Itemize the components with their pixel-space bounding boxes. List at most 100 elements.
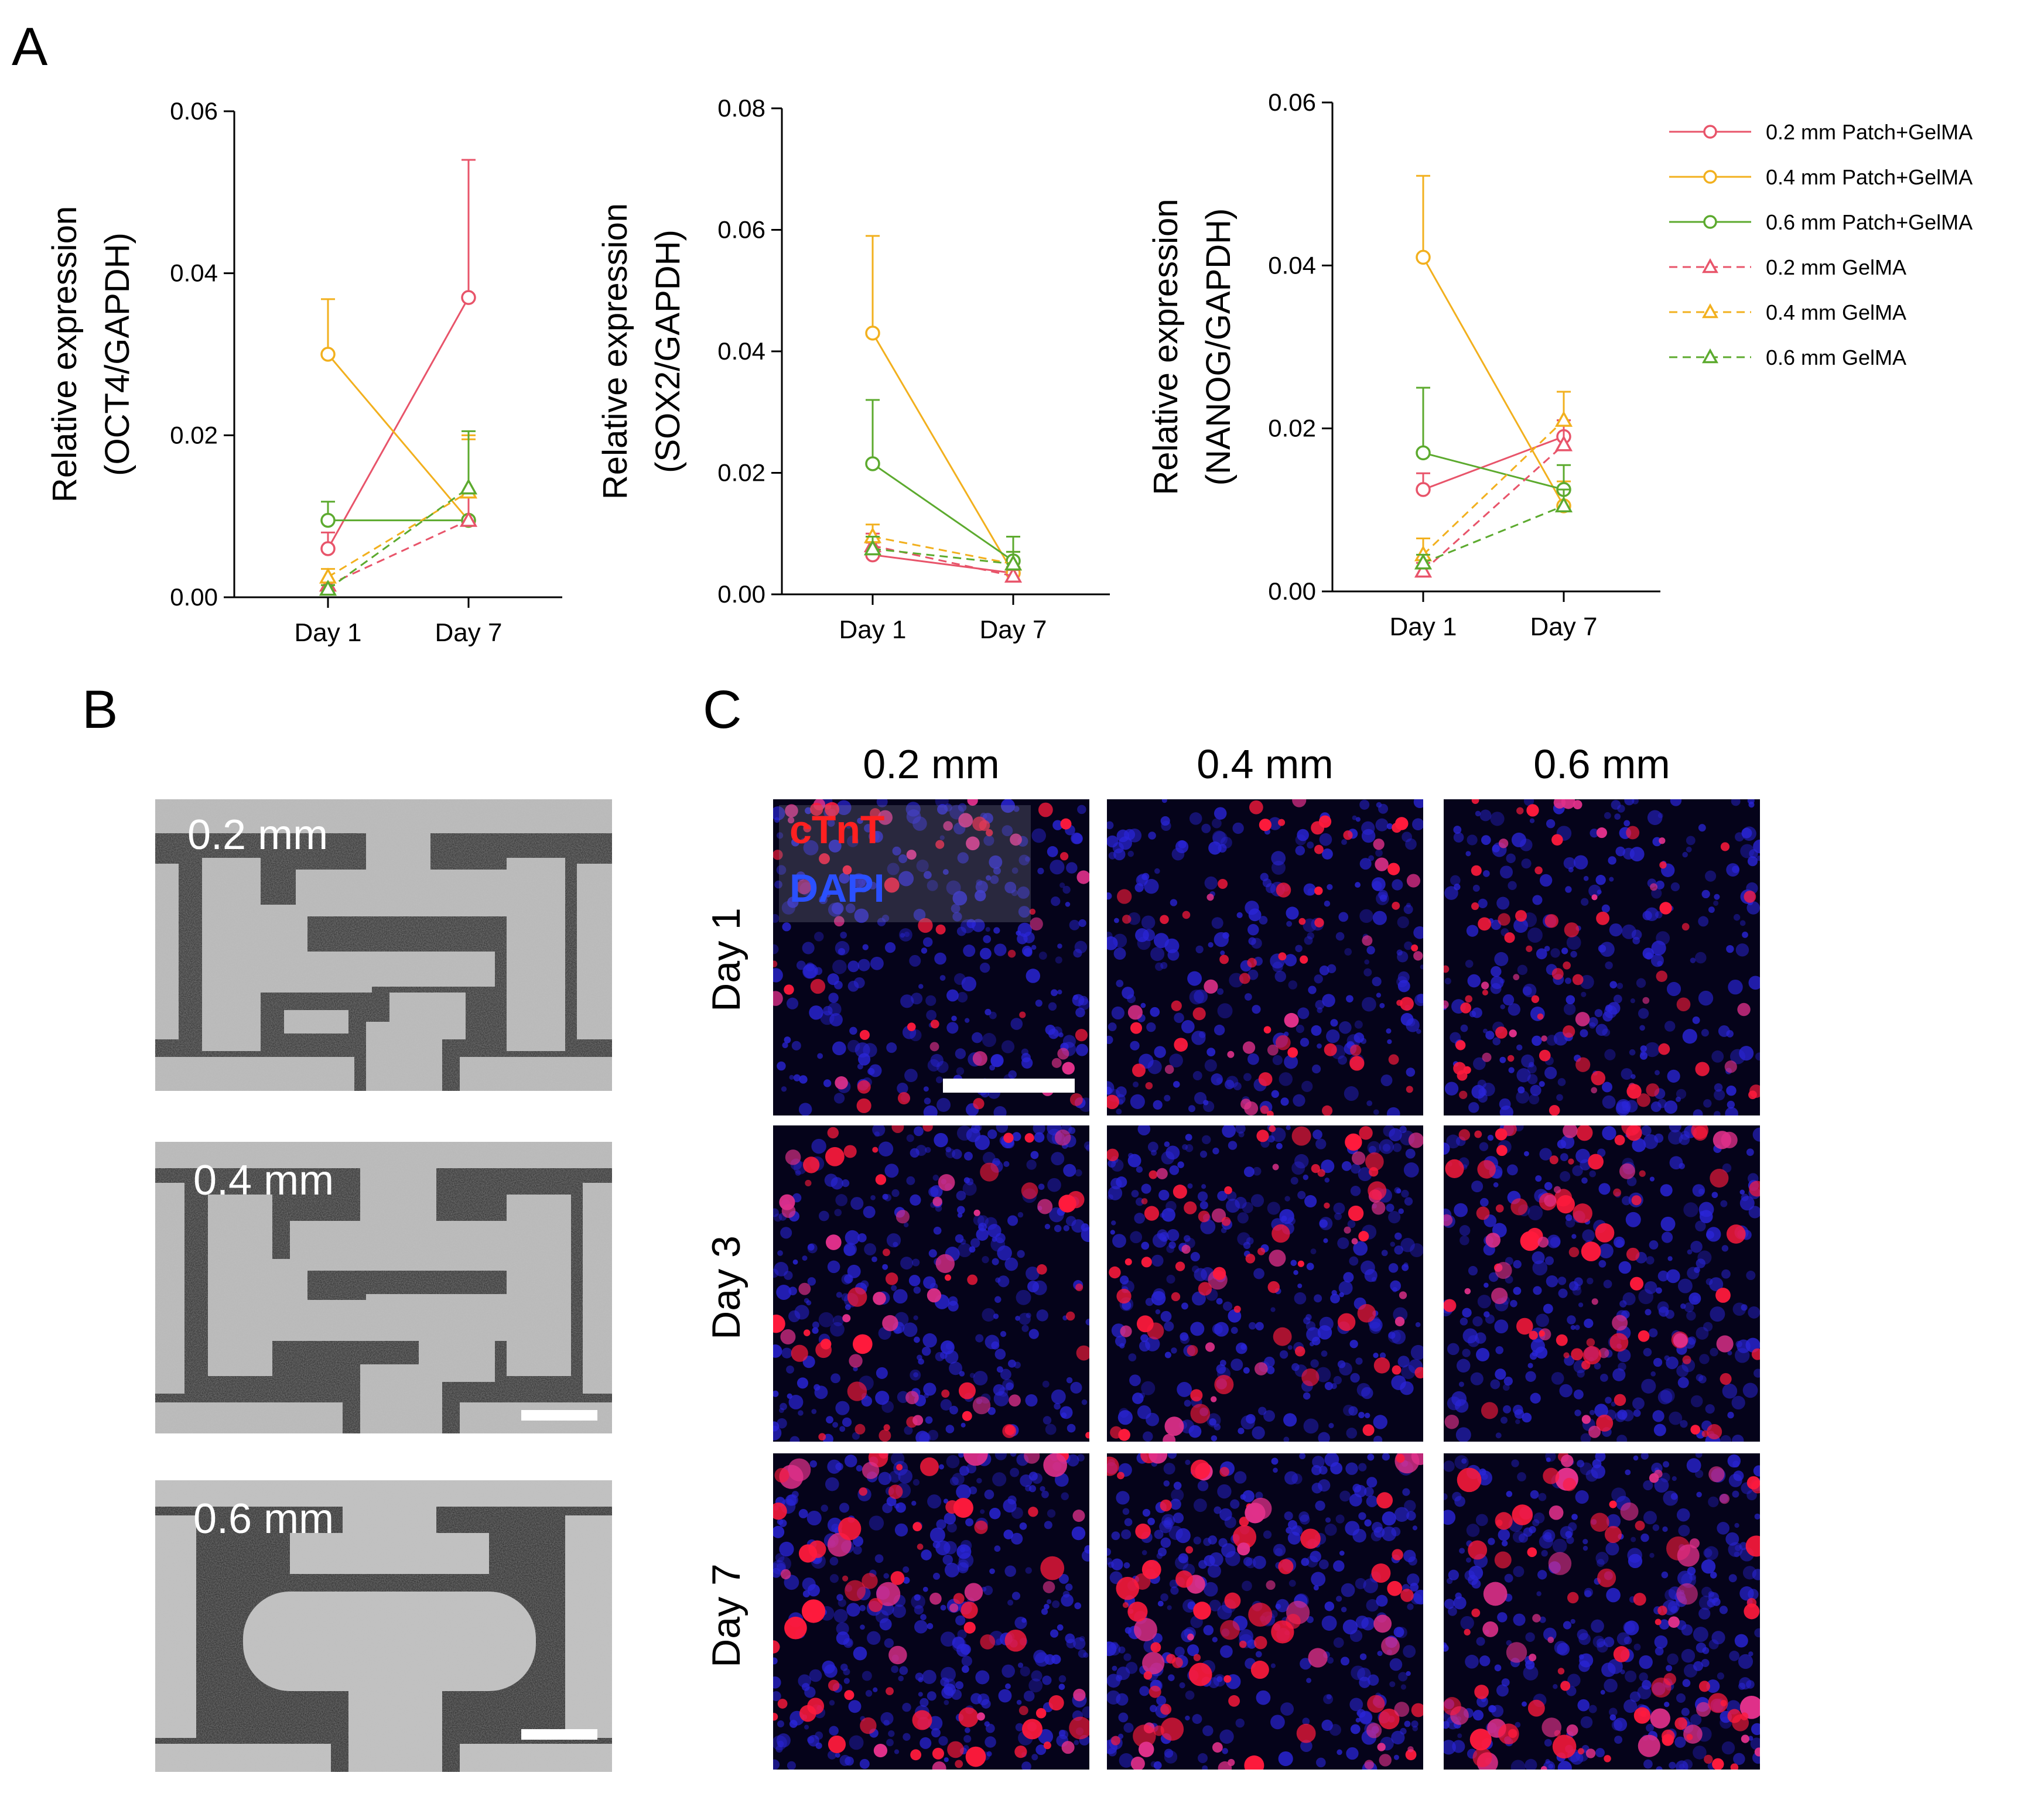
nucleus: [1479, 1197, 1489, 1207]
nucleus: [949, 1405, 958, 1415]
cardiomyocyte: [803, 1329, 811, 1336]
nucleus: [1394, 1232, 1402, 1240]
nucleus: [1590, 829, 1599, 838]
nucleus: [1543, 1627, 1557, 1641]
nucleus: [1184, 1235, 1191, 1242]
nucleus: [1324, 1601, 1335, 1611]
nucleus: [1181, 1302, 1188, 1310]
nucleus: [1495, 1432, 1502, 1439]
nucleus: [1110, 1641, 1119, 1650]
cardiomyocyte: [803, 824, 812, 833]
nucleus: [1306, 1678, 1312, 1683]
cardiomyocyte: [1118, 1429, 1130, 1441]
nucleus: [1116, 980, 1124, 987]
nucleus: [1132, 1392, 1144, 1404]
cardiomyocyte: [1362, 1424, 1375, 1436]
nucleus: [1696, 1258, 1705, 1268]
nucleus: [1389, 1128, 1402, 1142]
legend-label: 0.2 mm Patch+GelMA: [1766, 120, 1973, 144]
cardiomyocyte: [1495, 1026, 1508, 1039]
nucleus: [1151, 1254, 1164, 1267]
nucleus: [1164, 938, 1180, 953]
cardiomyocyte: [1110, 1736, 1120, 1746]
nucleus: [976, 1477, 982, 1484]
nucleus: [1160, 1310, 1172, 1322]
nucleus: [1290, 1260, 1297, 1267]
nucleus: [835, 1753, 840, 1758]
nucleus: [1578, 1660, 1590, 1672]
nucleus: [1154, 1046, 1166, 1058]
nucleus: [1720, 1435, 1731, 1442]
cardiomyocyte: [1301, 1368, 1320, 1387]
nucleus: [1741, 827, 1752, 839]
nucleus: [1219, 1729, 1234, 1744]
series: [1414, 391, 1573, 562]
nucleus: [1479, 809, 1492, 822]
nucleus: [1595, 875, 1606, 885]
cardiomyocyte: [1445, 1159, 1464, 1179]
y-tick-label: 0.04: [717, 337, 765, 365]
cardiomyocyte: [1741, 1734, 1749, 1743]
nucleus: [801, 837, 807, 844]
nucleus: [847, 980, 859, 992]
cardiomyocyte: [920, 1457, 939, 1476]
nucleus: [1578, 1302, 1584, 1308]
cardiomyocyte: [859, 1029, 870, 1040]
nucleus: [1587, 1277, 1594, 1285]
nucleus: [1714, 1111, 1721, 1115]
nucleus: [1170, 1586, 1179, 1595]
nucleus: [1364, 959, 1370, 965]
nucleus: [1565, 1214, 1573, 1221]
cardiomyocyte: [779, 1194, 795, 1210]
cardiomyocyte: [1324, 1202, 1330, 1209]
nucleus: [1461, 1458, 1467, 1464]
nucleus: [788, 1395, 804, 1409]
cardiomyocyte: [1527, 1547, 1537, 1558]
nucleus: [1317, 1325, 1332, 1340]
nucleus: [1460, 1024, 1468, 1032]
nucleus: [926, 1009, 937, 1021]
cardiomyocyte: [1544, 914, 1559, 928]
nucleus: [929, 1527, 945, 1543]
nucleus: [852, 873, 866, 888]
cardiomyocyte: [918, 918, 933, 933]
nucleus: [803, 840, 819, 855]
nucleus: [1572, 1165, 1583, 1176]
nucleus: [862, 944, 869, 950]
nucleus: [1185, 1134, 1192, 1141]
nucleus: [975, 1135, 990, 1150]
nucleus: [861, 1395, 873, 1407]
nucleus: [1454, 1203, 1468, 1217]
cardiomyocyte: [1037, 1199, 1053, 1214]
nucleus: [1197, 1191, 1208, 1202]
nucleus: [1346, 995, 1353, 1002]
nucleus: [1581, 991, 1587, 997]
nucleus: [862, 1671, 872, 1681]
nucleus: [1682, 851, 1688, 858]
cardiomyocyte: [825, 802, 840, 817]
cardiomyocyte: [827, 1127, 839, 1139]
nucleus: [1344, 948, 1352, 956]
cardiomyocyte: [1357, 1304, 1376, 1323]
nucleus: [1153, 1761, 1162, 1770]
cardiomyocyte: [1048, 1695, 1064, 1711]
cardiomyocyte: [1638, 1330, 1650, 1342]
nucleus: [1118, 1712, 1129, 1723]
nucleus: [1118, 1733, 1124, 1739]
cardiomyocyte: [1275, 1035, 1291, 1050]
cardiomyocyte: [962, 1411, 972, 1421]
cardiomyocyte: [1273, 1327, 1292, 1346]
cardiomyocyte: [1620, 1502, 1639, 1521]
nucleus: [1157, 1229, 1168, 1240]
nucleus: [1323, 1238, 1328, 1243]
cardiomyocyte: [853, 1334, 873, 1354]
cardiomyocyte: [1190, 1404, 1211, 1423]
nucleus: [1539, 1148, 1552, 1161]
nucleus: [903, 1577, 910, 1584]
nucleus: [1315, 1138, 1327, 1149]
nucleus: [827, 1260, 840, 1274]
data-point: [1554, 496, 1573, 513]
cardiomyocyte: [1596, 1414, 1614, 1432]
cardiomyocyte: [967, 1274, 978, 1285]
cardiomyocyte: [941, 1390, 950, 1398]
